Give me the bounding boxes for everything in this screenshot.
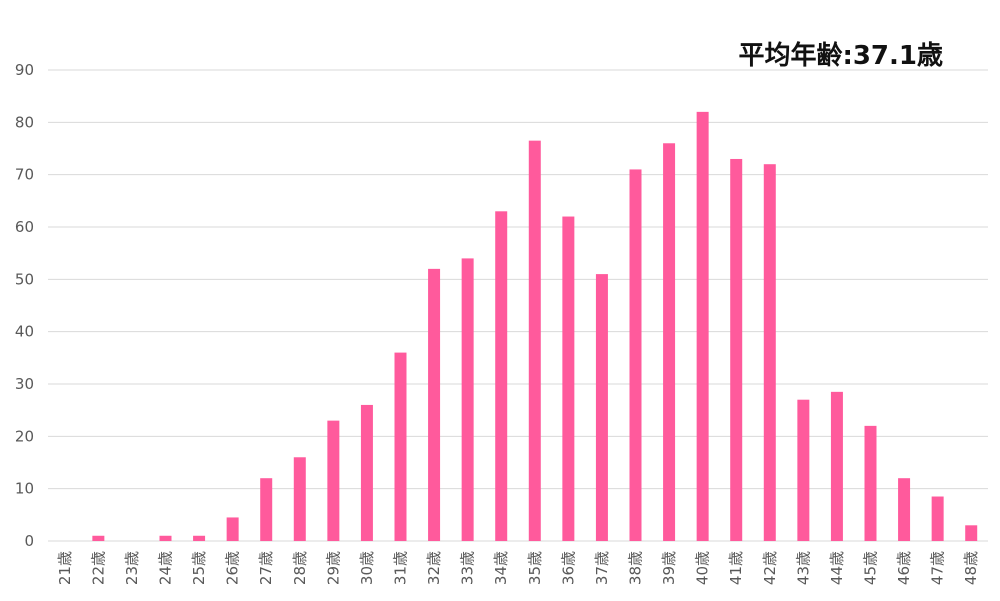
y-axis-ticks: 0 10 20 30 40 50 60 70 80 90 [15,61,34,550]
x-tick-label: 32歳 [425,551,443,585]
bar [226,517,239,541]
x-tick-label: 34歳 [492,551,510,585]
y-tick-label: 50 [15,270,34,288]
bar [898,478,911,541]
x-axis-labels: 21歳 22歳 23歳 24歳 25歳 26歳 27歳 28歳 29歳 30歳 31歳 32歳 33歳 3… [56,551,980,585]
y-tick-label: 20 [15,427,34,445]
x-tick-label: 47歳 [929,551,947,585]
bar [663,143,676,541]
bar [730,158,743,541]
x-tick-label: 40歳 [694,551,712,585]
bars [92,111,978,542]
y-tick-label: 0 [24,532,34,550]
x-tick-label: 31歳 [392,551,410,585]
bar [461,258,474,541]
x-tick-label: 29歳 [324,551,342,585]
x-tick-label: 22歳 [89,551,107,585]
bar [293,457,306,541]
x-tick-label: 24歳 [157,551,175,585]
bar [428,268,441,541]
x-tick-label: 36歳 [559,551,577,585]
x-tick-label: 30歳 [358,551,376,585]
bar [394,352,407,541]
bar [260,478,273,541]
bar [696,111,709,541]
bar [92,535,105,541]
bar [965,525,978,541]
x-tick-label: 46歳 [895,551,913,585]
x-tick-label: 33歳 [459,551,477,585]
bar [495,211,508,542]
x-tick-label: 39歳 [660,551,678,585]
bar [528,140,541,541]
x-tick-label: 23歳 [123,551,141,585]
bar [595,274,608,541]
x-tick-label: 28歳 [291,551,309,585]
x-tick-label: 25歳 [190,551,208,585]
bar [360,404,373,541]
y-tick-label: 70 [15,166,34,184]
y-tick-label: 30 [15,375,34,393]
x-tick-label: 41歳 [727,551,745,585]
x-tick-label: 42歳 [761,551,779,585]
y-tick-label: 40 [15,323,34,341]
y-tick-label: 80 [15,113,34,131]
bar [763,164,776,541]
bar [864,425,877,541]
x-tick-label: 38歳 [627,551,645,585]
x-tick-label: 35歳 [526,551,544,585]
y-tick-label: 90 [15,61,34,79]
bar [159,535,172,541]
y-tick-label: 60 [15,218,34,236]
x-tick-label: 21歳 [56,551,74,585]
x-tick-label: 27歳 [257,551,275,585]
bar [830,391,843,541]
x-tick-label: 45歳 [862,551,880,585]
bar [797,399,810,541]
x-tick-label: 26歳 [224,551,242,585]
bar [629,169,642,541]
bar [193,535,206,541]
x-tick-label: 48歳 [962,551,980,585]
gridlines [48,69,988,542]
x-tick-label: 37歳 [593,551,611,585]
bar [931,496,944,541]
bar [562,216,575,542]
average-age-annotation: 平均年齢:37.1歳 [738,40,943,71]
x-tick-label: 44歳 [828,551,846,585]
x-tick-label: 43歳 [794,551,812,585]
y-tick-label: 10 [15,480,34,498]
bar [327,420,340,541]
